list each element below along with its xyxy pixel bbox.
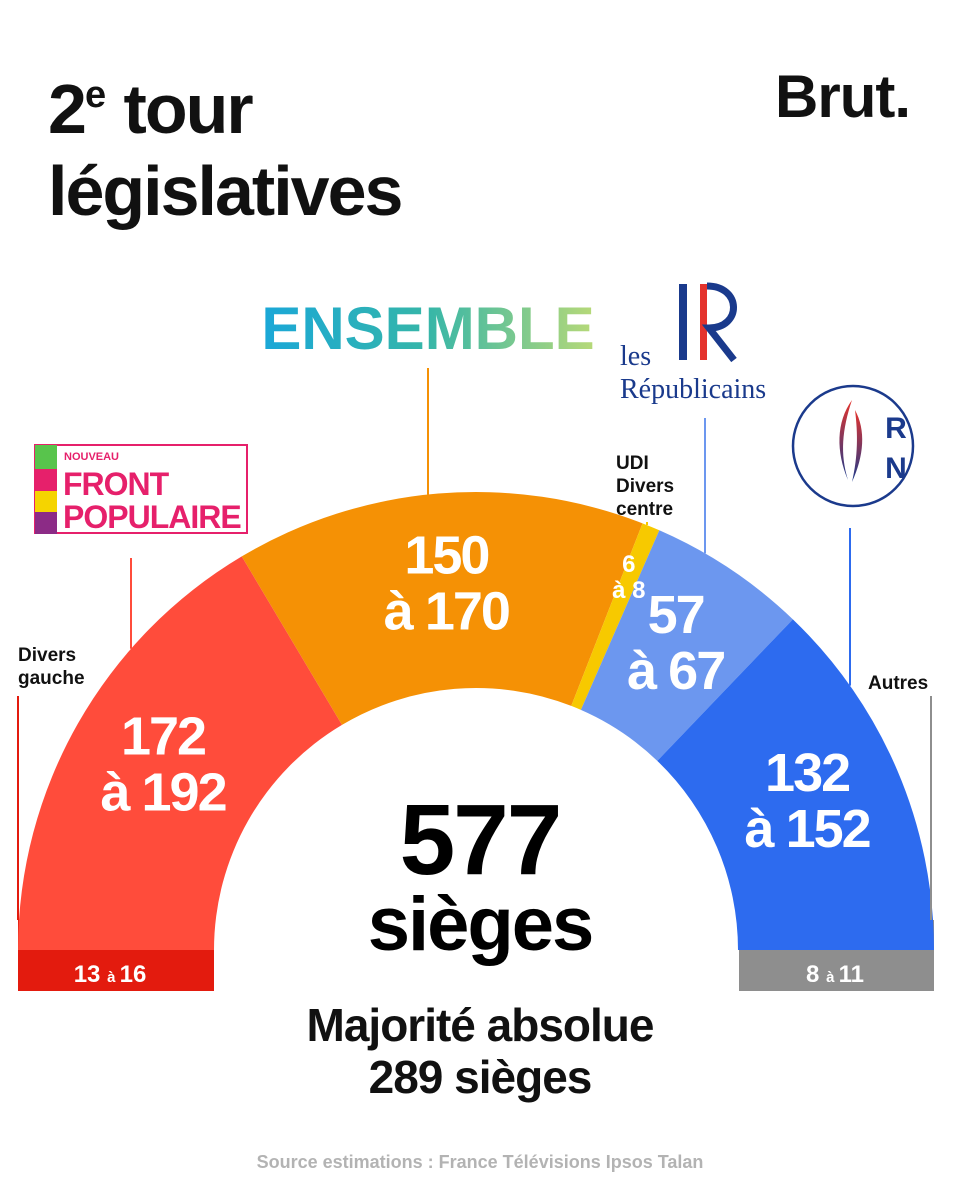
segment-label-nouveau-front-populaire: 172 à 192 [100, 707, 225, 823]
majority-value: 289 sièges [368, 1051, 593, 1103]
lr-logo-line2: Républicains [620, 374, 766, 405]
base-label-sep: à [826, 969, 839, 986]
segment-label-les-republicains: 57 à 67 [627, 585, 724, 701]
segment-label-line: 150 [404, 526, 488, 586]
base-label-divers-gauche: 13 à 16 [74, 961, 147, 988]
segment-label-ensemble: 150 à 170 [384, 526, 509, 642]
connector-lines [17, 368, 932, 920]
nfp-logo-line1: FRONT [63, 466, 170, 502]
nfp-logo-line2: POPULAIRE [63, 499, 241, 535]
segment-label-line: à 170 [384, 582, 509, 642]
label-divers-gauche: Divers gauche [18, 645, 85, 689]
segment-les-republicains [580, 530, 793, 761]
total-seats-word: sièges [367, 882, 595, 967]
nfp-logo: NOUVEAU FRONT POPULAIRE [34, 444, 248, 535]
segment-nouveau-front-populaire [18, 556, 343, 950]
ensemble-logo: ENSEMBLE [261, 295, 594, 362]
rn-logo-r: R [885, 412, 907, 445]
lr-logo-line1: les [620, 341, 651, 372]
nfp-logo-small: NOUVEAU [64, 451, 119, 463]
base-label-autres: 8 à 11 [806, 961, 864, 988]
segment-udi-divers-centre [571, 523, 660, 710]
segment-ensemble [241, 491, 643, 725]
majority-label: Majorité absolue [306, 999, 655, 1051]
label-autres: Autres [868, 673, 929, 694]
title-line-1: 2e tour [48, 70, 254, 148]
segment-label-rassemblement-national: 132 à 152 [745, 743, 870, 859]
segment-divers-gauche [18, 950, 214, 991]
segment-autres [739, 950, 934, 991]
page-title: 2e tour législatives [48, 54, 403, 232]
segment-label-line: 172 [121, 707, 205, 767]
base-label-from: 13 [74, 961, 107, 988]
rn-logo-n: N [885, 452, 907, 485]
segment-label-line: 6 [622, 551, 635, 578]
base-label-to: 11 [839, 961, 864, 988]
lr-logo: les Républicains [620, 282, 766, 405]
segment-label-line: à 152 [745, 799, 870, 859]
title-line-2: législatives [48, 152, 403, 230]
segment-label-line: à 8 [612, 577, 645, 604]
hemicycle-segments [18, 491, 934, 991]
segment-label-line: 57 [648, 585, 704, 645]
segment-label-line: à 192 [100, 763, 225, 823]
base-label-from: 8 [806, 961, 826, 988]
rn-logo: R N [791, 384, 915, 508]
segment-label-line: 132 [765, 743, 849, 803]
segment-label-line: à 67 [627, 641, 724, 701]
base-label-to: 16 [120, 961, 147, 988]
label-udi-divers-centre: UDI Divers centre [616, 453, 675, 520]
brand-logo: Brut. [775, 63, 911, 130]
total-seats-number: 577 [399, 784, 563, 896]
source-note: Source estimations : France Télévisions … [256, 1152, 704, 1172]
segment-rassemblement-national [657, 619, 934, 950]
base-label-sep: à [107, 969, 120, 986]
